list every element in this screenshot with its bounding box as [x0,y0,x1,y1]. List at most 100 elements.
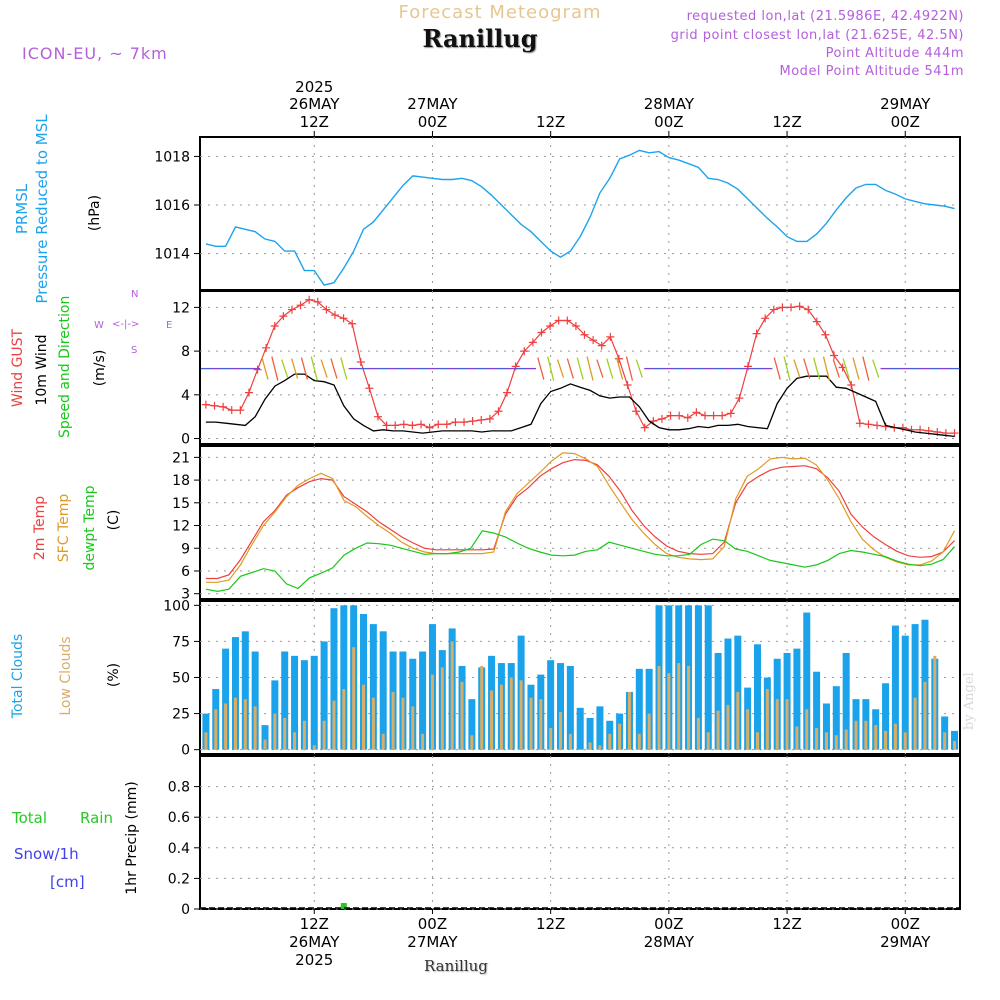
gust-marker [244,388,253,397]
gust-marker [330,311,339,320]
gust-marker [709,411,718,420]
top-date-hour: 00Z [891,113,920,131]
low-cloud-bar [312,745,316,750]
rain-bar [340,903,347,909]
gust-marker [537,328,546,337]
gust-marker [812,317,821,326]
total-cloud-bar [951,730,959,750]
gust-marker [236,406,245,415]
low-cloud-bar [746,709,750,750]
wind-arrow [625,356,634,381]
pressure-line [205,149,955,286]
low-cloud-bar [509,677,513,750]
gust-marker [322,305,331,314]
wind-arrow [852,357,860,380]
low-cloud-bar [322,720,326,750]
low-cloud-bar [539,699,543,750]
total-cloud-bar [310,655,318,750]
gust-marker [313,297,322,306]
low-cloud-bar [588,742,592,750]
top-date-hour: 12Z [536,113,565,131]
low-cloud-bar [440,667,444,750]
total-cloud-bar [576,707,584,750]
gust-marker [477,415,486,424]
total-cloud-bar [724,638,732,750]
dewpt-line [205,530,955,593]
low-cloud-bar [637,733,641,750]
total-cloud-bar [596,706,604,750]
low-cloud-bar [391,691,395,750]
clouds-unit: (%) [106,662,122,688]
gust-marker [287,305,296,314]
bottom-date-hour: 00Z [654,915,683,933]
gust-marker [726,409,735,418]
ytick-label-3: 75 [172,634,190,650]
gust-marker [657,414,666,423]
low-cloud-bar [608,733,612,750]
sfc-temp-line [205,452,956,583]
low-cloud-bar [499,684,503,750]
gust-marker [589,336,598,345]
low-cloud-bar [775,699,779,750]
temp-unit: (C) [106,509,122,531]
total-cloud-bar [714,652,722,750]
total-cloud-bar [645,668,653,750]
low-cloud-bar [874,725,878,750]
ytick-label-3: 50 [172,671,190,687]
low-cloud-bar [854,720,858,750]
wind-arrow [300,357,309,380]
gust-marker [460,418,469,427]
ytick-label-3: 100 [163,598,190,614]
total-cloud-bar [251,651,259,750]
low-cloud-bar [450,641,454,750]
low-cloud-bar [765,689,769,750]
gust-marker [632,407,641,416]
total-cloud-bar [241,631,249,750]
bottom-date-year: 2025 [295,951,333,969]
low-cloud-bar [913,697,917,750]
total-cloud-bar [202,713,210,750]
ytick-label-4: 0.2 [168,871,190,887]
location-title: Ranillug [422,24,538,53]
low-cloud-bar [490,690,494,750]
gust-marker [451,418,460,427]
gust-marker [735,394,744,403]
gust-marker [339,314,348,323]
low-cloud-bar [352,647,356,750]
watermark: by Angel [962,672,977,730]
gust-marker [898,423,907,432]
requested-coords: requested lon,lat (21.5986E, 42.4922N) [686,9,964,24]
gust-marker [425,423,434,432]
gust-marker [485,414,494,423]
total-cloud-bar [586,717,594,750]
gust-marker [434,420,443,429]
footer-location: Ranillug [424,957,488,975]
snow-label-1: Snow/1h [14,845,79,863]
top-date-day: 29MAY [880,95,931,113]
compass-e: E [166,320,173,331]
pressure-label-2: Pressure Reduced to MSL [33,114,51,304]
low-cloud-bar [253,706,257,750]
wind-arrow [261,357,269,380]
total-cloud-bar [330,608,338,750]
total-cloud-bar [360,613,368,750]
wind-arrow [566,358,574,379]
gust-marker [270,321,279,330]
low-cloud-bar [805,709,809,750]
bottom-date-hour: 00Z [891,915,920,933]
total-cloud-bar [813,671,821,750]
low-cloud-bar [815,728,819,750]
wind-arrow [596,359,604,378]
low-cloud-bar [302,720,306,750]
low-cloud-bar [903,732,907,750]
speed-dir-label: Speed and Direction [57,295,73,438]
gust-marker [830,351,839,360]
ytick-label-1: 4 [181,388,190,404]
gust-marker [262,343,271,352]
ytick-label-2: 3 [181,587,190,603]
gust-marker [382,421,391,430]
wind-arrow [862,356,870,381]
gust-marker [614,354,623,363]
total-cloud-bar [291,655,299,750]
